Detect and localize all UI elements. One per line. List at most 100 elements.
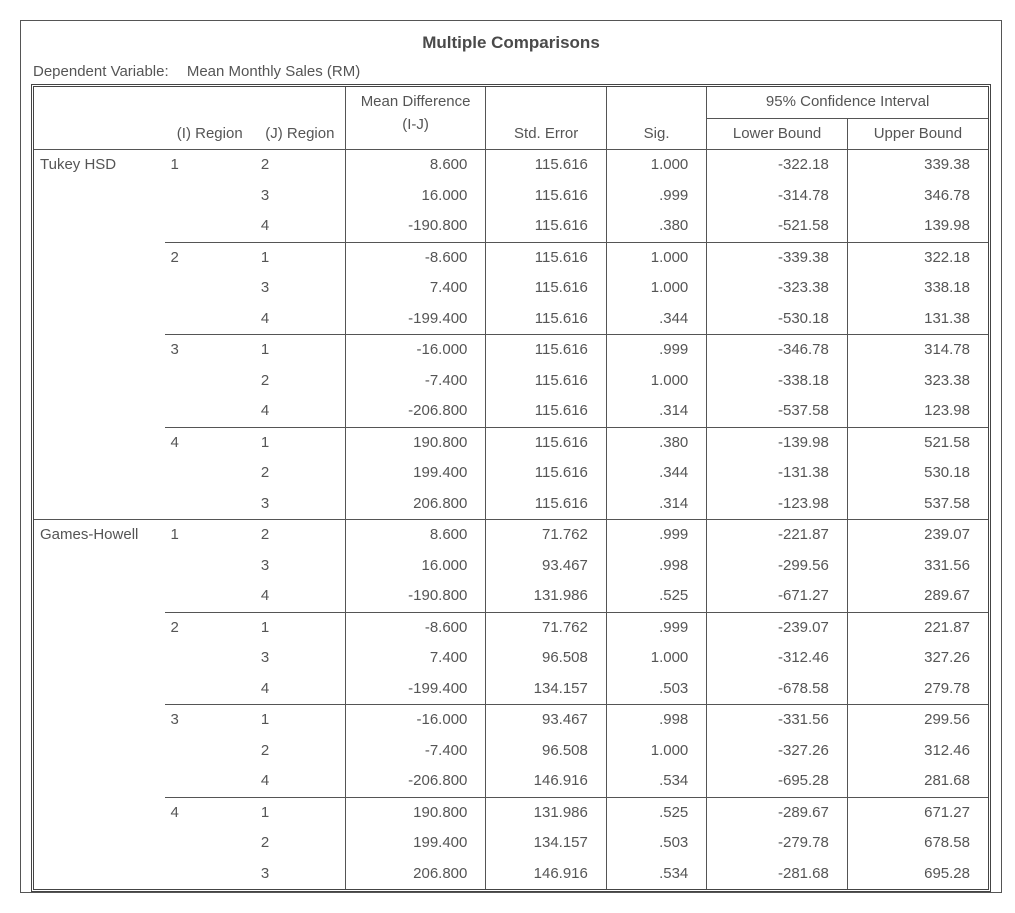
i-region-cell: 1 bbox=[165, 150, 255, 243]
i-region-cell: 3 bbox=[165, 705, 255, 798]
col-sig: Sig. bbox=[606, 87, 706, 150]
sig-cell: .525 bbox=[606, 581, 706, 612]
sig-cell: .380 bbox=[606, 211, 706, 242]
i-region-cell: 1 bbox=[165, 520, 255, 613]
comparisons-table: (I) Region (J) Region Mean Difference (I… bbox=[34, 87, 988, 889]
j-region-cell: 3 bbox=[255, 273, 345, 304]
upper-bound-cell: 695.28 bbox=[847, 859, 988, 890]
std-error-cell: 115.616 bbox=[486, 396, 607, 427]
lower-bound-cell: -678.58 bbox=[707, 674, 848, 705]
mean-diff-cell: 7.400 bbox=[345, 273, 486, 304]
upper-bound-cell: 314.78 bbox=[847, 335, 988, 366]
j-region-cell: 2 bbox=[255, 828, 345, 859]
i-region-cell: 2 bbox=[165, 242, 255, 335]
j-region-cell: 3 bbox=[255, 643, 345, 674]
mean-diff-cell: 190.800 bbox=[345, 797, 486, 828]
j-region-cell: 1 bbox=[255, 335, 345, 366]
table-header: (I) Region (J) Region Mean Difference (I… bbox=[34, 87, 988, 150]
lower-bound-cell: -521.58 bbox=[707, 211, 848, 242]
table-row: Games-Howell128.60071.762.999-221.87239.… bbox=[34, 520, 988, 551]
j-region-cell: 2 bbox=[255, 366, 345, 397]
j-region-cell: 3 bbox=[255, 181, 345, 212]
lower-bound-cell: -139.98 bbox=[707, 427, 848, 458]
std-error-cell: 115.616 bbox=[486, 242, 607, 273]
mean-diff-cell: -206.800 bbox=[345, 396, 486, 427]
upper-bound-cell: 537.58 bbox=[847, 489, 988, 520]
upper-bound-cell: 312.46 bbox=[847, 736, 988, 767]
upper-bound-cell: 346.78 bbox=[847, 181, 988, 212]
mean-diff-cell: -16.000 bbox=[345, 705, 486, 736]
j-region-cell: 2 bbox=[255, 520, 345, 551]
mean-diff-cell: -206.800 bbox=[345, 766, 486, 797]
upper-bound-cell: 221.87 bbox=[847, 612, 988, 643]
j-region-cell: 1 bbox=[255, 242, 345, 273]
table-row: 31-16.00093.467.998-331.56299.56 bbox=[34, 705, 988, 736]
sig-cell: 1.000 bbox=[606, 736, 706, 767]
std-error-cell: 134.157 bbox=[486, 828, 607, 859]
sig-cell: .534 bbox=[606, 766, 706, 797]
lower-bound-cell: -323.38 bbox=[707, 273, 848, 304]
table-row: 31-16.000115.616.999-346.78314.78 bbox=[34, 335, 988, 366]
j-region-cell: 1 bbox=[255, 797, 345, 828]
lower-bound-cell: -279.78 bbox=[707, 828, 848, 859]
upper-bound-cell: 281.68 bbox=[847, 766, 988, 797]
table-row: Tukey HSD128.600115.6161.000-322.18339.3… bbox=[34, 150, 988, 181]
lower-bound-cell: -314.78 bbox=[707, 181, 848, 212]
upper-bound-cell: 521.58 bbox=[847, 427, 988, 458]
j-region-cell: 2 bbox=[255, 458, 345, 489]
table-row: 41190.800115.616.380-139.98521.58 bbox=[34, 427, 988, 458]
upper-bound-cell: 323.38 bbox=[847, 366, 988, 397]
j-region-cell: 4 bbox=[255, 304, 345, 335]
std-error-cell: 93.467 bbox=[486, 551, 607, 582]
sig-cell: .314 bbox=[606, 489, 706, 520]
std-error-cell: 71.762 bbox=[486, 520, 607, 551]
sig-cell: .344 bbox=[606, 458, 706, 489]
sig-cell: .534 bbox=[606, 859, 706, 890]
upper-bound-cell: 299.56 bbox=[847, 705, 988, 736]
lower-bound-cell: -322.18 bbox=[707, 150, 848, 181]
std-error-cell: 115.616 bbox=[486, 181, 607, 212]
std-error-cell: 115.616 bbox=[486, 150, 607, 181]
std-error-cell: 115.616 bbox=[486, 458, 607, 489]
j-region-cell: 1 bbox=[255, 427, 345, 458]
mean-diff-cell: -16.000 bbox=[345, 335, 486, 366]
std-error-cell: 134.157 bbox=[486, 674, 607, 705]
table-row: 41190.800131.986.525-289.67671.27 bbox=[34, 797, 988, 828]
sig-cell: .999 bbox=[606, 612, 706, 643]
mean-diff-cell: -190.800 bbox=[345, 581, 486, 612]
table-title: Multiple Comparisons bbox=[31, 33, 991, 53]
mean-diff-cell: 8.600 bbox=[345, 520, 486, 551]
lower-bound-cell: -131.38 bbox=[707, 458, 848, 489]
mean-diff-cell: 206.800 bbox=[345, 489, 486, 520]
mean-diff-cell: 16.000 bbox=[345, 551, 486, 582]
std-error-cell: 93.467 bbox=[486, 705, 607, 736]
col-mean-diff: Mean Difference (I-J) bbox=[345, 87, 486, 150]
i-region-cell: 2 bbox=[165, 612, 255, 705]
j-region-cell: 1 bbox=[255, 705, 345, 736]
j-region-cell: 4 bbox=[255, 396, 345, 427]
std-error-cell: 115.616 bbox=[486, 335, 607, 366]
upper-bound-cell: 239.07 bbox=[847, 520, 988, 551]
sig-cell: .380 bbox=[606, 427, 706, 458]
col-i-region: (I) Region bbox=[165, 87, 255, 150]
j-region-cell: 4 bbox=[255, 766, 345, 797]
i-region-cell: 4 bbox=[165, 797, 255, 889]
mean-diff-cell: 8.600 bbox=[345, 150, 486, 181]
j-region-cell: 3 bbox=[255, 859, 345, 890]
mean-diff-cell: -7.400 bbox=[345, 736, 486, 767]
col-j-region: (J) Region bbox=[255, 87, 345, 150]
col-std-error: Std. Error bbox=[486, 87, 607, 150]
mean-diff-cell: 199.400 bbox=[345, 458, 486, 489]
std-error-cell: 115.616 bbox=[486, 427, 607, 458]
j-region-cell: 3 bbox=[255, 551, 345, 582]
upper-bound-cell: 322.18 bbox=[847, 242, 988, 273]
mean-diff-cell: 190.800 bbox=[345, 427, 486, 458]
lower-bound-cell: -327.26 bbox=[707, 736, 848, 767]
upper-bound-cell: 671.27 bbox=[847, 797, 988, 828]
mean-diff-cell: 16.000 bbox=[345, 181, 486, 212]
std-error-cell: 146.916 bbox=[486, 766, 607, 797]
test-name-cell: Tukey HSD bbox=[34, 150, 165, 520]
upper-bound-cell: 678.58 bbox=[847, 828, 988, 859]
sig-cell: .998 bbox=[606, 705, 706, 736]
lower-bound-cell: -671.27 bbox=[707, 581, 848, 612]
